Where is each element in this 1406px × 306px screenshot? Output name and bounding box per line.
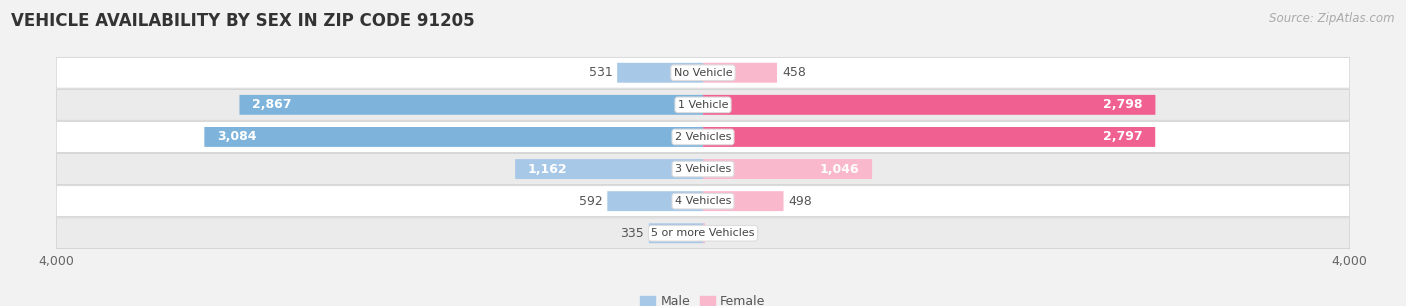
FancyBboxPatch shape [515,159,703,179]
FancyBboxPatch shape [703,95,1156,115]
Text: 458: 458 [782,66,806,79]
Text: VEHICLE AVAILABILITY BY SEX IN ZIP CODE 91205: VEHICLE AVAILABILITY BY SEX IN ZIP CODE … [11,12,475,30]
Text: No Vehicle: No Vehicle [673,68,733,78]
FancyBboxPatch shape [56,89,1350,120]
Text: 335: 335 [620,227,644,240]
FancyBboxPatch shape [56,218,1350,249]
FancyBboxPatch shape [607,191,703,211]
FancyBboxPatch shape [703,159,872,179]
FancyBboxPatch shape [703,63,778,83]
FancyBboxPatch shape [239,95,703,115]
Text: 531: 531 [589,66,612,79]
Text: 592: 592 [579,195,602,208]
Text: 3,084: 3,084 [218,130,257,144]
FancyBboxPatch shape [703,127,1156,147]
FancyBboxPatch shape [703,191,783,211]
Text: 498: 498 [789,195,813,208]
Text: 2,797: 2,797 [1102,130,1142,144]
Text: Source: ZipAtlas.com: Source: ZipAtlas.com [1270,12,1395,25]
Text: 1,046: 1,046 [820,162,859,176]
FancyBboxPatch shape [648,223,703,243]
Text: 4 Vehicles: 4 Vehicles [675,196,731,206]
Text: 2,798: 2,798 [1102,98,1143,111]
FancyBboxPatch shape [56,154,1350,185]
Text: 13: 13 [710,227,725,240]
Text: 2 Vehicles: 2 Vehicles [675,132,731,142]
Text: 1,162: 1,162 [529,162,568,176]
Text: 5 or more Vehicles: 5 or more Vehicles [651,228,755,238]
FancyBboxPatch shape [617,63,703,83]
FancyBboxPatch shape [703,223,704,243]
Text: 1 Vehicle: 1 Vehicle [678,100,728,110]
FancyBboxPatch shape [56,186,1350,217]
FancyBboxPatch shape [56,121,1350,152]
Legend: Male, Female: Male, Female [636,290,770,306]
Text: 2,867: 2,867 [252,98,292,111]
Text: 3 Vehicles: 3 Vehicles [675,164,731,174]
FancyBboxPatch shape [56,57,1350,88]
FancyBboxPatch shape [204,127,703,147]
